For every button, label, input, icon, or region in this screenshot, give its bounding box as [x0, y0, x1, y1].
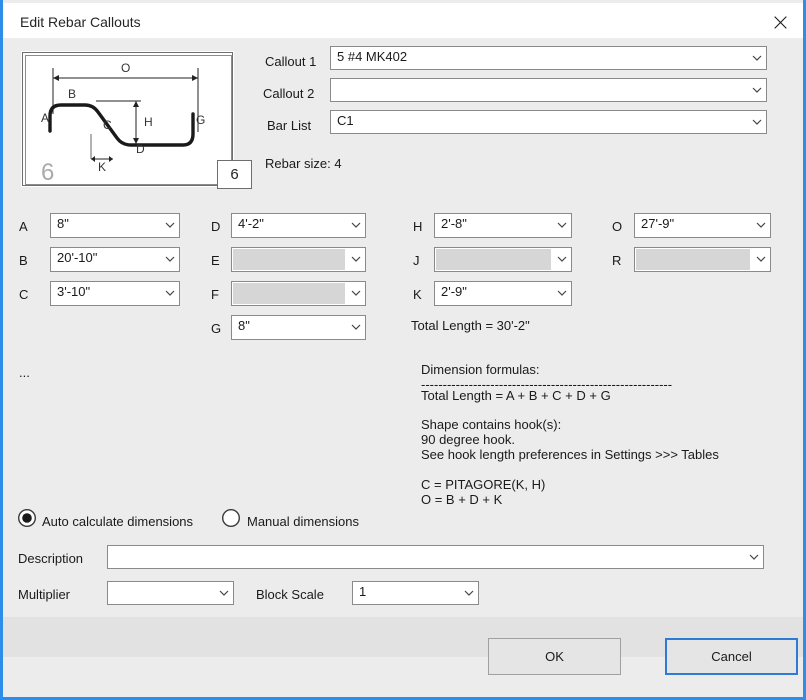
svg-text:A: A [41, 111, 49, 125]
svg-text:C: C [103, 118, 112, 132]
svg-text:6: 6 [41, 159, 54, 186]
svg-text:K: K [98, 160, 106, 174]
svg-text:G: G [196, 113, 205, 127]
svg-text:H: H [144, 115, 153, 129]
svg-text:D: D [136, 142, 145, 156]
svg-text:B: B [68, 87, 76, 101]
svg-text:O: O [121, 61, 130, 75]
